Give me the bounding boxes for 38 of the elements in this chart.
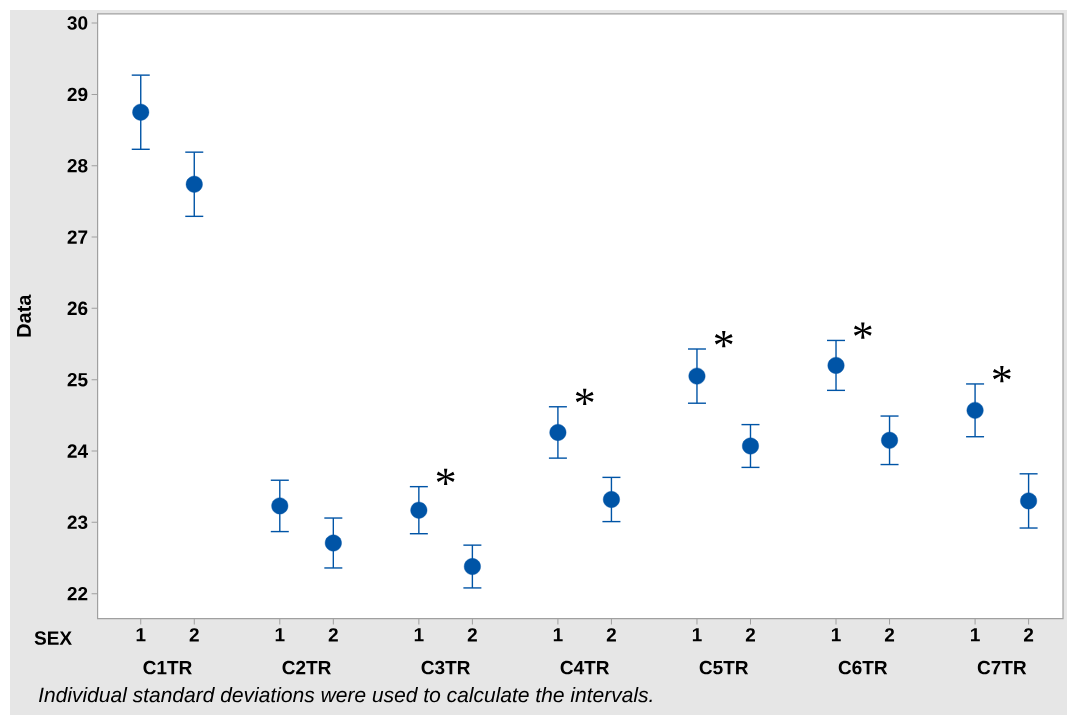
text: Individual standard deviations were used to calculate the intervals. xyxy=(38,686,652,703)
annotation: * xyxy=(853,322,872,339)
y-tick-label: 26 xyxy=(67,301,88,316)
y-tick-label: 25 xyxy=(67,372,88,387)
x-tick-label: 1 xyxy=(414,628,424,642)
x-axis-title: SEX xyxy=(34,631,72,645)
x-tick-label: 1 xyxy=(970,628,980,642)
x-tick-label: 1 xyxy=(831,628,841,642)
text: C4TR xyxy=(560,660,610,675)
y-tick-label: 29 xyxy=(67,87,88,102)
x-tick-label: 2 xyxy=(467,628,477,642)
annotation: * xyxy=(436,468,455,485)
y-tick-label: 23 xyxy=(67,515,88,530)
x-tick-label: 2 xyxy=(189,628,199,642)
x-tick-label: 2 xyxy=(606,628,616,642)
x-tick-label: 2 xyxy=(745,628,756,642)
text: C7TR xyxy=(977,660,1027,675)
annotation: * xyxy=(575,388,594,406)
y-tick-label: 30 xyxy=(67,16,88,30)
x-tick-label: 1 xyxy=(553,628,563,642)
y-tick-label: 27 xyxy=(67,230,88,244)
text: C6TR xyxy=(838,660,888,675)
x-tick-label: 1 xyxy=(136,628,146,642)
x-tick-label: 2 xyxy=(328,628,338,642)
y-tick-label: 22 xyxy=(67,587,88,601)
annotation: * xyxy=(992,366,1011,383)
text: C5TR xyxy=(699,660,749,675)
annotation: * xyxy=(714,331,733,348)
x-tick-label: 1 xyxy=(275,628,285,642)
text: C3TR xyxy=(421,660,471,675)
x-tick-label: 1 xyxy=(692,628,702,642)
y-tick-label: 28 xyxy=(67,158,88,173)
y-axis-title: Data xyxy=(17,294,31,337)
text: C2TR xyxy=(282,660,331,675)
x-tick-label: 2 xyxy=(884,628,895,642)
x-tick-label: 2 xyxy=(1023,628,1034,642)
text: C1TR xyxy=(143,660,192,675)
y-tick-label: 24 xyxy=(67,444,88,458)
